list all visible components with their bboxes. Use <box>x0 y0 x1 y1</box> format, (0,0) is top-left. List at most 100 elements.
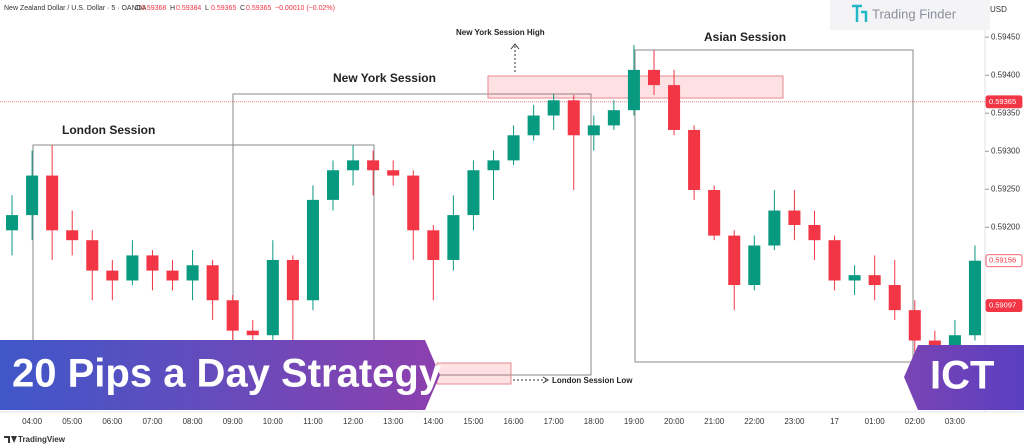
candle-body <box>347 160 360 171</box>
price-tag <box>985 254 1023 268</box>
candle-body <box>688 129 701 191</box>
candle-body <box>226 300 239 331</box>
candle-body <box>46 175 59 231</box>
price-tag-label: 0.59156 <box>989 256 1016 265</box>
candle-body <box>326 170 340 200</box>
y-tick-label: 0.59250 <box>991 184 1020 193</box>
banner-bg <box>0 340 440 410</box>
footer-icon <box>4 436 17 443</box>
arrow-head <box>542 376 549 384</box>
y-tick-label: 0.59200 <box>991 222 1020 231</box>
candle-body <box>387 170 400 176</box>
currency: USD <box>990 5 1007 14</box>
candle-body <box>968 260 981 336</box>
candle-body <box>768 210 781 246</box>
x-tick-label: 19:00 <box>624 417 645 426</box>
y-tick-label: 0.59300 <box>991 146 1020 155</box>
candle-body <box>106 270 119 281</box>
candle-body <box>126 255 139 281</box>
annotation: London Session Low <box>552 376 633 385</box>
x-tick-label: 08:00 <box>183 417 204 426</box>
candle-body <box>948 335 961 346</box>
y-tick-label: 0.59350 <box>991 108 1020 117</box>
candle-body <box>888 285 901 311</box>
ohlc-value: 0.59365 <box>246 5 271 12</box>
candle-body <box>186 265 199 281</box>
arrow-head <box>510 43 520 50</box>
x-tick-label: 14:00 <box>423 417 444 426</box>
candle-body <box>487 160 500 171</box>
symbol: New Zealand Dollar / U.S. Dollar · 5 · O… <box>4 5 147 12</box>
banner-tag: ICT <box>930 354 994 398</box>
x-tick-label: 12:00 <box>343 417 364 426</box>
asian-session-box <box>634 49 914 363</box>
candle-body <box>647 69 661 86</box>
price-tag <box>985 95 1023 109</box>
x-tick-label: 09:00 <box>223 417 244 426</box>
candle-body <box>266 259 279 336</box>
candle-body <box>808 224 821 241</box>
ohlc-key: H <box>170 5 175 12</box>
candle-body <box>286 259 299 301</box>
candle-body <box>708 190 721 236</box>
logo-text: Trading Finder <box>872 6 957 21</box>
candle-body <box>66 230 79 241</box>
banner-title: 20 Pips a Day Strategy <box>12 352 442 396</box>
candle-body <box>547 100 560 116</box>
new-york-session-box <box>232 93 592 376</box>
x-tick-label: 21:00 <box>704 417 725 426</box>
candle-body <box>447 215 460 260</box>
london-low-zone <box>436 362 512 385</box>
candle-body <box>828 240 841 281</box>
candle-body <box>567 100 580 136</box>
x-tick-label: 15:00 <box>463 417 484 426</box>
footer: TradingView <box>18 435 66 444</box>
candle-body <box>627 69 640 111</box>
ohlc-key: C <box>240 5 245 12</box>
candle-body <box>86 240 99 271</box>
candle-body <box>407 175 420 231</box>
session-label: Asian Session <box>704 30 786 44</box>
x-tick-label: 10:00 <box>263 417 284 426</box>
plot-area: London Session New York Session Asian Se… <box>0 28 985 401</box>
x-tick-label: 03:00 <box>945 417 966 426</box>
session-label: London Session <box>62 123 155 137</box>
candle-body <box>848 275 861 281</box>
x-tick-label: 06:00 <box>102 417 123 426</box>
x-tick-label: 04:00 <box>22 417 43 426</box>
candle-body <box>868 275 881 286</box>
x-tick-label: 02:00 <box>905 417 926 426</box>
x-tick-label: 16:00 <box>504 417 525 426</box>
x-tick-label: 07:00 <box>142 417 163 426</box>
price-tag <box>985 299 1023 312</box>
candle-body <box>748 245 761 286</box>
ohlc-key: L <box>205 5 209 12</box>
x-tick-label: 22:00 <box>744 417 765 426</box>
x-tick-label: 11:00 <box>303 417 323 426</box>
candle-body <box>206 265 219 301</box>
candle-body <box>928 340 941 346</box>
x-tick-label: 17 <box>830 417 839 426</box>
y-tick-label: 0.59400 <box>991 70 1020 79</box>
candle-body <box>607 110 620 126</box>
x-tick-label: 20:00 <box>664 417 685 426</box>
ohlc: O 0.59368 H 0.59384 L 0.59365 C 0.59365 −0.00010… <box>135 5 335 12</box>
ohlc-value: 0.59365 <box>211 5 236 12</box>
x-tick-label: 18:00 <box>584 417 605 426</box>
candle-body <box>587 125 600 136</box>
candle-body <box>527 115 540 136</box>
candle-body <box>467 170 480 216</box>
ohlc-change: −0.00010 (−0.02%) <box>275 5 335 12</box>
x-tick-label: 13:00 <box>383 417 404 426</box>
candle-body <box>146 255 159 271</box>
session-label: New York Session <box>333 71 436 85</box>
x-tick-label: 05:00 <box>62 417 83 426</box>
candle-body <box>668 85 681 130</box>
candle-body <box>6 215 19 231</box>
candle-body <box>427 230 440 260</box>
candle-body <box>306 199 319 301</box>
ohlc-value: 0.59384 <box>176 5 201 12</box>
candle-body <box>246 330 259 336</box>
price-tag-label: 0.59365 <box>989 97 1016 106</box>
